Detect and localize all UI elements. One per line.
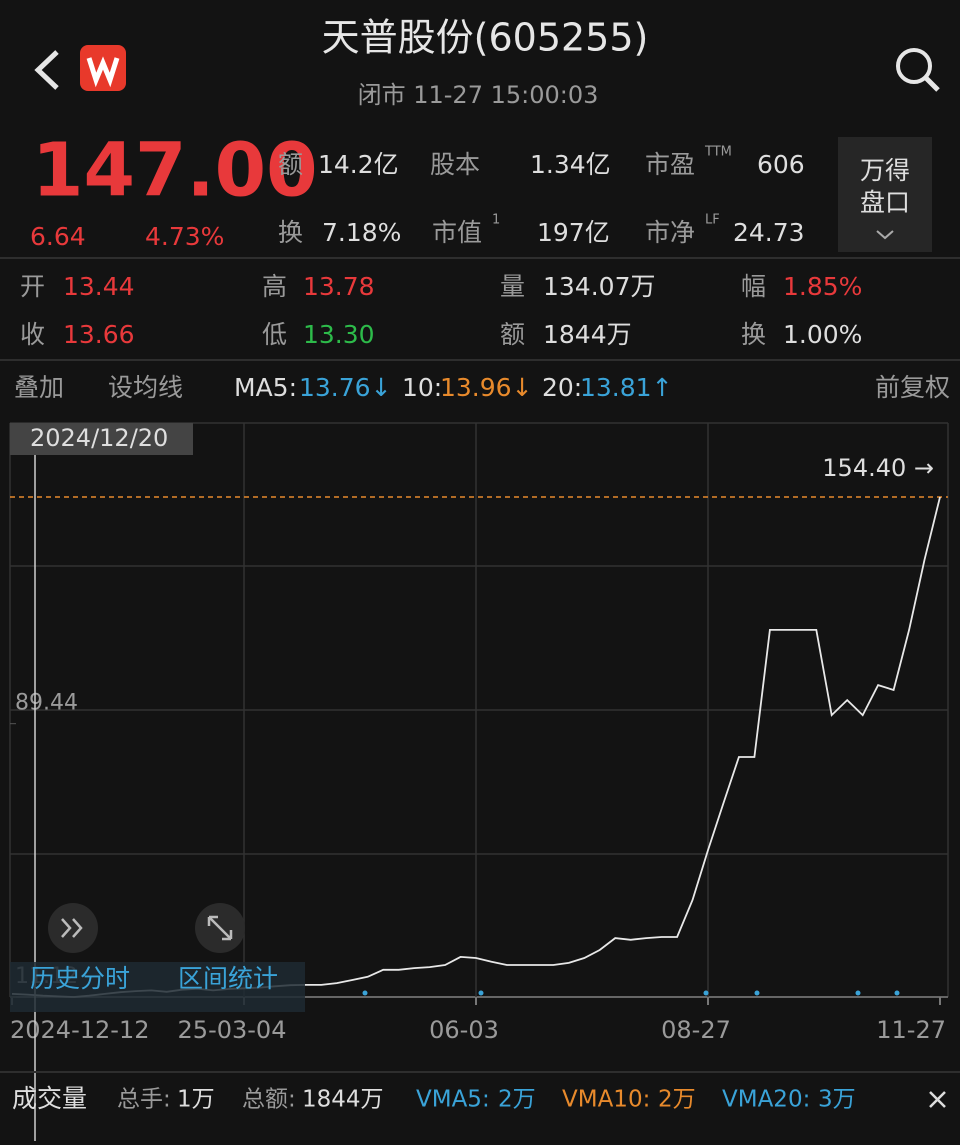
market-status: 闭市 11-27 15:00:03 bbox=[358, 81, 599, 109]
daily-label: 低 bbox=[262, 320, 287, 349]
daily-label: 开 bbox=[20, 272, 45, 301]
volume-value: 2万 bbox=[498, 1087, 536, 1113]
x-tick-label: 06-03 bbox=[429, 1016, 499, 1044]
daily-value: 1.85% bbox=[783, 272, 862, 301]
stat-label: 市盈 bbox=[645, 150, 695, 179]
stat-label-sup: TTM bbox=[704, 145, 732, 160]
set-ma-button[interactable]: 设均线 bbox=[108, 373, 183, 402]
daily-label: 换 bbox=[741, 320, 766, 349]
last-price: 147.00 bbox=[32, 128, 318, 214]
daily-label: 额 bbox=[500, 320, 525, 349]
volume-label: VMA5: bbox=[416, 1087, 490, 1113]
daily-value: 13.44 bbox=[63, 272, 135, 301]
history-button[interactable]: 历史分时 bbox=[30, 964, 130, 993]
cursor-label-box bbox=[10, 423, 193, 455]
daily-label: 量 bbox=[500, 272, 525, 301]
stat-value: 197亿 bbox=[537, 218, 610, 247]
range-stats-button[interactable]: 区间统计 bbox=[178, 964, 278, 993]
stat-value: 24.73 bbox=[733, 218, 805, 247]
daily-value: 13.66 bbox=[63, 320, 135, 349]
stat-label-sup: 1 bbox=[492, 213, 500, 228]
adjust-button[interactable]: 前复权 bbox=[875, 373, 950, 402]
expand-left-button[interactable] bbox=[48, 903, 98, 953]
ma-value: 13.76↓ bbox=[299, 373, 392, 402]
ma-label: MA5: bbox=[234, 373, 297, 402]
double-chevron bbox=[61, 918, 83, 938]
daily-value: 1.00% bbox=[783, 320, 862, 349]
panel-button-label[interactable]: 盘口 bbox=[860, 188, 910, 217]
price-change: 6.64 bbox=[30, 222, 86, 251]
fullscreen-icon bbox=[207, 915, 233, 941]
daily-label: 收 bbox=[20, 320, 45, 349]
stock-title: 天普股份(605255) bbox=[322, 16, 649, 60]
overlay-button[interactable]: 叠加 bbox=[14, 373, 64, 402]
stat-value: 14.2亿 bbox=[318, 150, 399, 179]
daily-label: 高 bbox=[262, 272, 287, 301]
stat-label: 市净 bbox=[645, 218, 695, 247]
volume-value: 1844万 bbox=[302, 1087, 384, 1113]
volume-label: VMA10: bbox=[562, 1087, 650, 1113]
ma-label: 10: bbox=[402, 373, 442, 402]
volume-value: 1万 bbox=[177, 1087, 215, 1113]
stat-label: 换 bbox=[278, 218, 303, 247]
close-button[interactable] bbox=[929, 1091, 946, 1108]
cursor-label: 2024/12/20 bbox=[30, 424, 168, 452]
stat-label: 市值 bbox=[432, 218, 482, 247]
y-tick-label: 89.44 bbox=[15, 691, 78, 716]
volume-value: 3万 bbox=[818, 1087, 856, 1113]
daily-value: 134.07万 bbox=[543, 272, 655, 301]
ma-value: 13.81↑ bbox=[580, 373, 673, 402]
stat-label: 股本 bbox=[430, 150, 480, 179]
volume-label: 总额: bbox=[242, 1087, 296, 1113]
chevron bbox=[876, 230, 894, 240]
daily-label: 幅 bbox=[741, 272, 766, 301]
controls-bg bbox=[10, 962, 305, 1012]
volume-value: 2万 bbox=[658, 1087, 696, 1113]
back-button[interactable] bbox=[34, 50, 59, 90]
x-tick-label: 2024-12-12 bbox=[10, 1016, 149, 1044]
chart-frame bbox=[9, 422, 949, 997]
daily-value: 1844万 bbox=[543, 320, 632, 349]
event-dots bbox=[362, 990, 900, 996]
max-label: 154.40 → bbox=[822, 454, 934, 482]
stat-label-sup: LF bbox=[705, 213, 720, 228]
app-logo-glyph bbox=[86, 56, 120, 88]
volume-title: 成交量 bbox=[12, 1084, 87, 1113]
volume-label: VMA20: bbox=[722, 1087, 810, 1113]
stat-value: 1.34亿 bbox=[530, 150, 611, 179]
volume-label: 总手: bbox=[117, 1087, 171, 1113]
ma-label: 20: bbox=[542, 373, 582, 402]
price-change-pct: 4.73% bbox=[145, 222, 224, 251]
panel-button[interactable] bbox=[838, 137, 932, 252]
x-tick-label: 25-03-04 bbox=[178, 1016, 287, 1044]
stat-label: 额 bbox=[278, 150, 303, 179]
x-tick-label: 11-27 bbox=[876, 1016, 946, 1044]
daily-value: 13.78 bbox=[303, 272, 375, 301]
panel-button-label[interactable]: 万得 bbox=[860, 156, 910, 185]
daily-value: 13.30 bbox=[303, 320, 375, 349]
ma-value: 13.96↓ bbox=[440, 373, 533, 402]
stat-value: 7.18% bbox=[322, 218, 401, 247]
stat-value: 606 bbox=[757, 150, 805, 179]
search-button[interactable] bbox=[896, 48, 940, 92]
x-tick-label: 08-27 bbox=[661, 1016, 731, 1044]
